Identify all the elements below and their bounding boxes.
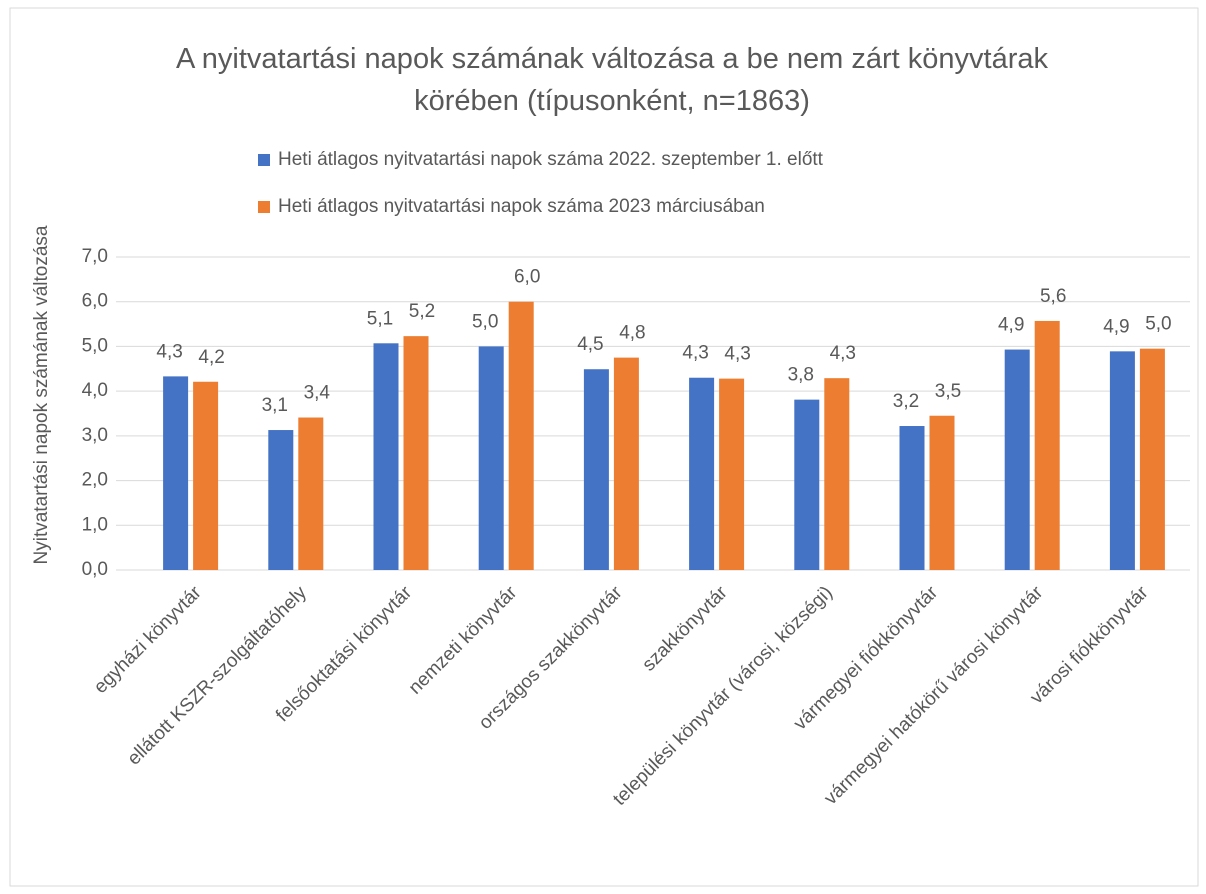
bar [689,377,715,570]
y-tick-label: 6,0 [82,291,108,312]
bar [1004,349,1030,570]
data-label: 4,5 [577,334,603,355]
y-axis-title: Nyitvatartási napok számának változása [31,225,52,564]
x-tick-label: települési könyvtár (városi, községi) [609,582,837,810]
bar [1034,320,1060,570]
data-label: 4,9 [1103,316,1129,337]
bar [824,378,850,570]
data-label: 4,9 [998,315,1024,336]
bar [1109,351,1135,570]
data-label: 5,0 [472,311,498,332]
data-label: 4,2 [198,347,224,368]
legend-label: Heti átlagos nyitvatartási napok száma 2… [278,196,765,217]
bar [508,301,534,570]
legend-swatch [258,154,270,166]
data-label: 4,3 [724,344,750,365]
x-tick-label: szakkönyvtár [638,582,732,676]
y-tick-label: 4,0 [82,380,108,401]
data-label: 3,1 [262,395,288,416]
y-tick-label: 2,0 [82,470,108,491]
data-label: 3,5 [935,381,961,402]
x-tick-label: városi fiókkönyvtár [1026,582,1153,709]
y-tick-label: 0,0 [82,559,108,580]
legend-swatch [258,201,270,213]
data-label: 4,8 [619,323,645,344]
bar [899,426,925,570]
x-tick-label: ellátott KSZR-szolgáltatóhely [124,582,312,770]
bar [583,369,609,570]
data-label: 6,0 [514,267,540,288]
x-tick-label: egyházi könyvtár [90,582,206,698]
y-tick-label: 1,0 [82,514,108,535]
bar [929,415,955,570]
data-label: 3,2 [893,391,919,412]
chart-title: A nyitvatartási napok számának változása… [175,43,1049,117]
data-label: 4,3 [156,341,182,362]
bar [794,399,820,570]
data-label: 5,1 [367,308,393,329]
bar [719,378,745,570]
data-label: 3,8 [788,365,814,386]
legend-label: Heti átlagos nyitvatartási napok száma 2… [278,149,824,170]
bar [373,343,399,570]
data-label: 4,3 [830,343,856,364]
data-label: 3,4 [304,383,331,404]
bar [613,357,639,570]
bar [163,376,189,570]
bar [1139,348,1165,570]
chart-border [9,7,1199,887]
x-tick-label: nemzeti könyvtár [405,582,522,699]
bar [478,346,504,570]
data-label: 5,0 [1145,314,1171,335]
bar [403,336,429,570]
y-tick-label: 3,0 [82,425,108,446]
y-tick-label: 7,0 [82,246,108,267]
y-tick-label: 5,0 [82,335,108,356]
data-label: 4,3 [682,343,708,364]
bar [268,430,294,570]
data-label: 5,2 [409,301,435,322]
x-tick-label: vármegyei hatókörű városi könyvtár [820,582,1047,809]
bar [298,417,324,570]
bar [193,381,219,570]
data-label: 5,6 [1040,286,1066,307]
